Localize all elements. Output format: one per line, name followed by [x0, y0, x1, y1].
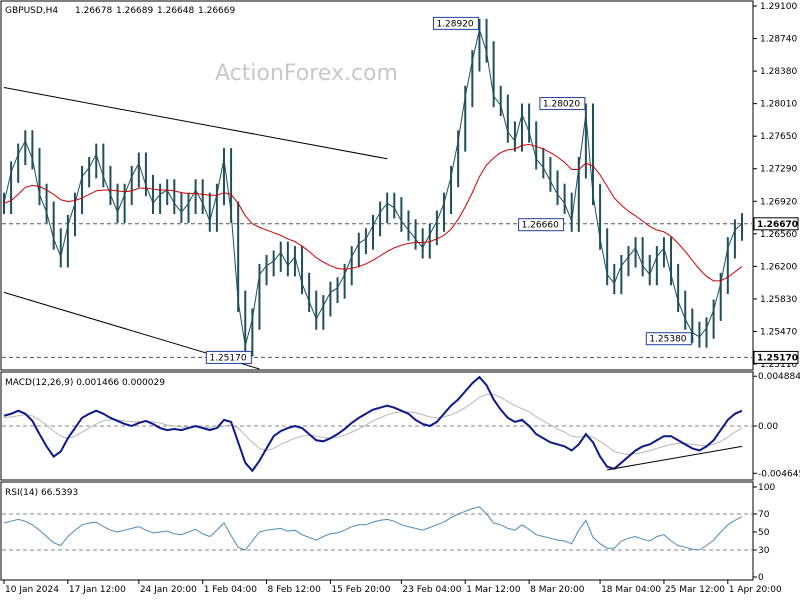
price-tick-label: 1.27290: [760, 165, 797, 175]
price-series-line: [3, 27, 743, 346]
annotation-box: [518, 218, 565, 232]
current-price-label: 1.26670: [757, 220, 798, 230]
annotation-label: 1.25380: [649, 335, 686, 345]
annotation-label: 1.28020: [543, 100, 580, 110]
annotation-label: 1.28920: [436, 19, 473, 29]
annotation-label: 1.25170: [209, 353, 246, 363]
current-price-label-box: [753, 217, 799, 231]
macd-layer: [2, 375, 752, 473]
time-tick-label: 1 Mar 12:00: [466, 585, 521, 595]
macd-label: MACD(12,26,9) 0.001466 0.000029: [5, 378, 165, 388]
time-tick-label: 1 Apr 20:00: [729, 585, 782, 595]
annotation-box: [205, 350, 252, 364]
time-tick-label: 18 Mar 04:00: [601, 585, 661, 595]
ohlc-close: 1.26669: [198, 6, 235, 16]
rsi-tick-label: 50: [758, 528, 770, 538]
time-tick-label: 15 Feb 20:00: [331, 585, 390, 595]
price-tick-label: 1.27650: [760, 132, 797, 142]
macd-tick-label: 0.00: [758, 422, 778, 432]
rsi-tick-label: 30: [758, 546, 770, 556]
macd-tick-label: 0.004884: [758, 372, 800, 382]
time-tick-label: 1 Feb 04:00: [204, 585, 258, 595]
ohlc-high: 1.26689: [116, 6, 153, 16]
time-tick-label: 17 Jan 12:00: [69, 585, 126, 595]
rsi-tick-label: 100: [758, 483, 775, 493]
watermark: ActionForex.com: [215, 61, 398, 86]
price-tick-label: 1.28380: [760, 67, 797, 77]
support-label-box: [753, 350, 799, 364]
price-tick-label: 1.25830: [760, 295, 797, 305]
price-tick-label: 1.25110: [760, 360, 797, 370]
axis-layer: 1.29100 1.28740 1.28380 1.28010 1.27650 1.272…: [3, 2, 800, 595]
rsi-line: [3, 506, 743, 551]
instrument-header: GBPUSD,H4 1.26678 1.26689 1.26648 1.2666…: [5, 6, 235, 16]
annotation-box: [539, 97, 586, 111]
rsi-layer: [2, 506, 752, 551]
time-tick-label: 8 Feb 12:00: [268, 585, 322, 595]
price-tick-label: 1.26560: [760, 230, 797, 240]
symbol-label: GBPUSD,H4: [5, 6, 58, 16]
time-tick-label: 25 Mar 12:00: [665, 585, 725, 595]
macd-tick-label: -0.004645: [758, 469, 800, 479]
rsi-panel-frame: [0, 481, 754, 581]
rsi-label: RSI(14) 66.5393: [5, 488, 78, 498]
price-tick-label: 1.29100: [760, 2, 797, 12]
annotation-box: [432, 16, 479, 30]
price-tick-label: 1.25470: [760, 327, 797, 337]
price-tick-label: 1.28010: [760, 100, 797, 110]
annotation-box: [645, 332, 692, 346]
price-tick-label: 1.26200: [760, 262, 797, 272]
macd-signal-line: [3, 393, 743, 456]
price-layer: 1.28920 1.28020 1.26660 1.25380 1.25170: [2, 16, 752, 370]
time-tick-label: 24 Jan 20:00: [140, 585, 197, 595]
price-tick-label: 1.28740: [760, 35, 797, 45]
ohlc-open: 1.26678: [75, 6, 112, 16]
time-tick-label: 8 Mar 20:00: [530, 585, 585, 595]
annotation-label: 1.26660: [522, 221, 559, 231]
price-panel-frame: [0, 0, 754, 371]
channel-line: [3, 87, 388, 160]
time-tick-label: 10 Jan 2024: [5, 585, 59, 595]
support-label: 1.25170: [757, 353, 798, 363]
ohlc-low: 1.26648: [157, 6, 194, 16]
rsi-tick-label: 0: [758, 573, 764, 583]
price-tick-label: 1.26920: [760, 197, 797, 207]
macd-line: [3, 375, 743, 473]
time-tick-label: 23 Feb 04:00: [402, 585, 461, 595]
moving-average-line: [3, 144, 743, 282]
rsi-tick-label: 70: [758, 510, 770, 520]
macd-trendline: [607, 445, 743, 471]
